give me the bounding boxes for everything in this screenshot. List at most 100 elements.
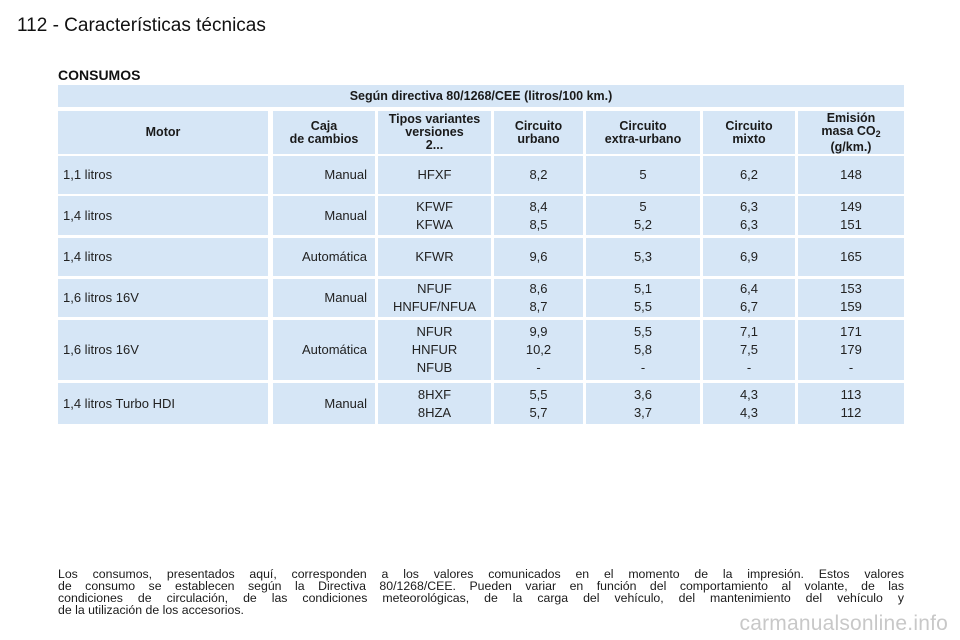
cell-tipos-text: 8HZA — [417, 404, 452, 420]
cell-mixto-line: 6,7 — [740, 298, 758, 316]
cell-urbano-line: 8,4 — [529, 198, 547, 216]
cell-urbano-line: 5,5 — [529, 386, 547, 404]
cell-mixto-text: 6,3 — [739, 198, 759, 214]
cell-extra-line: 5 — [639, 166, 646, 184]
cell-mixto-line: 7,5 — [740, 341, 758, 359]
cell-tipos-line: KFWF — [416, 198, 453, 216]
cell-emision-line: 159 — [840, 298, 862, 316]
cell-emision-text: 112 — [840, 404, 862, 420]
column-header-urbano-text: urbano — [517, 131, 560, 146]
cell-emision-text: - — [848, 360, 854, 375]
cell-urbano-line: 8,5 — [529, 216, 547, 234]
cell-mixto: 6,2 — [703, 156, 795, 194]
cell-urbano-line: 5,7 — [529, 404, 547, 422]
cell-mixto-text: 6,4 — [739, 281, 759, 296]
cell-motor-line: 1,4 litros Turbo HDI — [63, 395, 175, 413]
cell-extra-line: 3,7 — [634, 404, 652, 422]
cell-extra-text: 5 — [639, 198, 647, 214]
footnote-line: condiciones de circulación, de las condi… — [58, 591, 904, 605]
cell-mixto: 6,3 6,3 — [703, 196, 795, 235]
cell-caja-line: Manual — [324, 166, 367, 184]
footnote-line: de consumo se establecen según la Direct… — [58, 579, 904, 593]
cell-emision: 153 159 — [798, 279, 904, 317]
cell-extra-line: 5 — [639, 198, 646, 216]
cell-motor-line: 1,4 litros — [63, 207, 112, 225]
directive-header: Según directiva 80/1268/CEE (litros/100 … — [58, 85, 904, 107]
column-header-mixto-text: Circuito — [725, 118, 773, 133]
cell-mixto: 7,1 7,5 - — [703, 320, 795, 380]
cell-tipos-text: NFUF — [417, 281, 452, 296]
cell-urbano-line: 8,7 — [529, 298, 547, 316]
cell-caja-line: Manual — [324, 207, 367, 225]
cell-tipos-line: KFWA — [416, 216, 453, 234]
cell-motor: 1,6 litros 16V — [58, 320, 268, 380]
column-header-mixto-line: Circuito — [725, 118, 773, 133]
column-header-motor-text: Motor — [145, 125, 181, 139]
cell-mixto: 4,3 4,3 — [703, 383, 795, 424]
cell-caja-text: Manual — [324, 395, 367, 411]
cell-emision-text: 153 — [840, 281, 862, 296]
cell-mixto-line: 4,3 — [740, 404, 758, 422]
column-header-urbano: Circuito urbano — [494, 111, 583, 154]
cell-urbano-line: - — [536, 359, 540, 377]
footnote: Los consumos, presentados aquí, correspo… — [58, 568, 904, 616]
co2-subscript: 2 — [875, 128, 881, 139]
cell-extra-text: 5,3 — [633, 249, 653, 264]
cell-urbano-line: 8,2 — [529, 166, 547, 184]
cell-tipos-line: KFWR — [415, 248, 453, 266]
cell-urbano-text: 10,2 — [525, 342, 552, 357]
cell-caja-line: Automática — [302, 248, 367, 266]
cell-caja: Manual — [273, 279, 375, 317]
cell-extra-line: 5,5 — [634, 323, 652, 341]
column-header-tipos-line: 2... — [426, 139, 443, 152]
cell-urbano-text: 5,5 — [529, 386, 548, 402]
column-header-urbano-line: Circuito — [515, 119, 562, 133]
column-header-extra-line: Circuito — [619, 119, 666, 133]
column-header-caja-line: Caja — [311, 119, 337, 133]
page-title: 112 - Características técnicas — [17, 15, 266, 36]
cell-tipos-text: 8HXF — [417, 386, 452, 402]
cell-extra-line: 5,8 — [634, 341, 652, 359]
cell-mixto-text: 6,3 — [739, 216, 759, 232]
cell-tipos-line: HNFUF/NFUA — [393, 298, 476, 316]
cell-tipos: 8HXF 8HZA — [378, 383, 491, 424]
cell-motor-text: 1,4 litros — [63, 249, 113, 264]
cell-caja-line: Automática — [302, 341, 367, 359]
cell-urbano-text: - — [536, 360, 541, 375]
cell-urbano: 9,9 10,2 - — [494, 320, 583, 380]
cell-extra-text: 5 — [639, 167, 647, 182]
cell-tipos: KFWF KFWA — [378, 196, 491, 235]
cell-extra-line: 5,2 — [634, 216, 652, 234]
cell-tipos: KFWR — [378, 238, 491, 276]
cell-emision-text: 179 — [840, 342, 862, 357]
cell-extra: 5,3 — [586, 238, 700, 276]
column-header-tipos-text: versiones — [405, 125, 464, 139]
column-header-caja-text: de cambios — [289, 131, 359, 146]
cell-caja: Automática — [273, 320, 375, 380]
footnote-line: Los consumos, presentados aquí, correspo… — [58, 567, 904, 581]
column-header-motor: Motor — [58, 111, 268, 154]
cell-emision: 149 151 — [798, 196, 904, 235]
cell-motor-text: 1,4 litros — [63, 207, 113, 223]
cell-motor-text: 1,6 litros 16V — [63, 342, 139, 357]
cell-mixto-text: 6,2 — [739, 167, 759, 182]
cell-emision-line: 151 — [840, 216, 862, 234]
cell-emision: 171 179 - — [798, 320, 904, 380]
cell-motor: 1,4 litros — [58, 196, 268, 235]
cell-mixto-line: - — [747, 359, 751, 377]
cell-mixto-line: 7,1 — [740, 323, 758, 341]
cell-emision-text: 149 — [840, 198, 862, 214]
cell-extra-line: 3,6 — [634, 386, 652, 404]
cell-extra-line: - — [641, 359, 645, 377]
cell-extra-line: 5,5 — [634, 298, 652, 316]
cell-tipos: NFUR HNFUR NFUB — [378, 320, 491, 380]
cell-urbano-text: 8,5 — [529, 216, 548, 232]
cell-urbano-line: 9,6 — [529, 248, 547, 266]
cell-motor-text: 1,6 litros 16V — [63, 290, 139, 305]
cell-extra: 5 5,2 — [586, 196, 700, 235]
cell-caja-line: Manual — [324, 395, 367, 413]
cell-caja-text: Automática — [301, 249, 367, 264]
cell-mixto-text: 6,9 — [739, 249, 759, 264]
cell-caja: Manual — [273, 383, 375, 424]
cell-tipos: NFUF HNFUF/NFUA — [378, 279, 491, 317]
